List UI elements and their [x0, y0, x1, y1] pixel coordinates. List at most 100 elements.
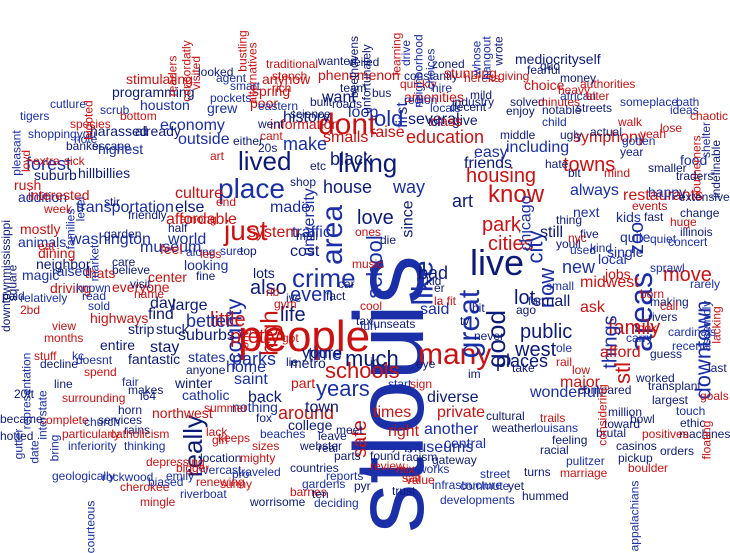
cloud-word-lacking: lacking [709, 305, 724, 344]
cloud-word-part: part [291, 375, 316, 391]
cloud-word-metro: metro [290, 355, 326, 371]
cloud-word-developments: developments [440, 493, 515, 507]
cloud-word-art: art [452, 191, 474, 211]
cloud-word-believe: believe [112, 263, 151, 277]
cloud-word-choice: choice [524, 77, 565, 93]
cloud-word-tax: tax [356, 314, 373, 328]
cloud-word-long: long [236, 328, 251, 351]
cloud-word-lose: lose [660, 121, 683, 135]
cloud-word-trying: trying [384, 439, 414, 453]
cloud-word-entire: entire [100, 337, 136, 353]
cloud-word-bigger: bigger [176, 461, 210, 475]
cloud-word-kc: kc [72, 349, 84, 363]
cloud-word-huge: huge [670, 215, 697, 229]
cloud-word-just: just [224, 215, 268, 246]
cloud-word-looked: looked [198, 65, 234, 79]
cloud-word-trails: trails [540, 411, 566, 425]
cloud-word-view: view [52, 319, 77, 333]
cloud-word-minutes: minutes [538, 95, 581, 109]
cloud-word-region: region [404, 93, 438, 107]
cloud-word-decent: decent [450, 100, 487, 114]
cloud-word-reports: reports [326, 469, 364, 483]
cloud-word-else: else [175, 199, 205, 216]
cloud-word-location: location [200, 451, 242, 465]
cloud-word-parts: parts [334, 449, 361, 463]
cloud-word-deciding: deciding [314, 496, 359, 510]
cloud-word-animals: animals [18, 234, 67, 250]
cloud-word-used: used [570, 243, 597, 257]
cloud-word-lots: lots [253, 265, 275, 281]
cloud-word-looking: looking [184, 257, 229, 273]
cloud-word-major: major [560, 374, 601, 391]
cloud-word-nyc: nyc [568, 231, 587, 245]
cloud-word-system: system [248, 224, 299, 241]
cloud-word-years: years [316, 376, 370, 401]
cloud-word-renewing: renewing [196, 475, 245, 489]
cloud-word-hillbillies: hillbillies [78, 165, 131, 181]
cloud-word-complete: complete [40, 413, 89, 427]
cloud-word-sizes: sizes [252, 439, 280, 453]
cloud-word-ten: ten [312, 487, 329, 501]
cloud-word-diverse: diverse [427, 389, 479, 406]
cloud-word-said: said [420, 301, 450, 318]
cloud-word-call: call [660, 299, 679, 313]
cloud-word-built: built [310, 95, 333, 109]
cloud-word-lived: lived [238, 146, 292, 176]
cloud-word-la-fit: la fit [434, 294, 457, 308]
cloud-word-toward: toward [604, 417, 641, 431]
cloud-word-washington: washington [70, 231, 151, 248]
cloud-word-trust: trust [392, 484, 416, 498]
cloud-word-small: small [533, 293, 571, 310]
cloud-word-time: time [308, 344, 343, 364]
cloud-word-saint: saint [234, 371, 268, 388]
cloud-word-affordable: affordable [166, 211, 237, 228]
cloud-word-catholicism: catholicism [110, 427, 170, 441]
cloud-word-quo: quo [540, 59, 561, 73]
cloud-word-bigoted: bigoted [81, 99, 96, 140]
cloud-word-public: public [520, 321, 573, 343]
cloud-word-fair: fair [122, 375, 139, 389]
cloud-word-always: always [570, 182, 619, 199]
cloud-word-smaller: smaller [648, 161, 687, 175]
cloud-word-escape: escape [92, 139, 131, 153]
cloud-word-local: local [598, 251, 627, 267]
cloud-word-grew: grew [207, 100, 238, 116]
cloud-word-spend: spend [84, 365, 117, 379]
cloud-word-ugly: ugly [560, 128, 583, 142]
cloud-word-marriage: marriage [560, 466, 608, 480]
cloud-word-turns: turns [524, 465, 551, 479]
cloud-word-half: half [168, 221, 188, 235]
cloud-word-meet: meet [336, 423, 363, 437]
cloud-word-notable: notable [542, 103, 582, 117]
cloud-word-20s: 20s [258, 141, 278, 155]
cloud-word-million: million [608, 405, 643, 419]
cloud-word-interstate: interstate [35, 389, 50, 440]
cloud-word-quiet: quiet [650, 232, 677, 246]
cloud-word-move: move [663, 264, 712, 286]
cloud-word-poor: poor [250, 95, 279, 111]
cloud-word-compared: compared [578, 383, 632, 397]
cloud-word-got: got [282, 331, 299, 345]
cloud-word-cant: cant [260, 129, 283, 143]
cloud-word-works: works [418, 462, 450, 476]
cloud-word-gutter: gutter [10, 428, 25, 459]
cloud-word-right: right [388, 423, 420, 440]
cloud-word-alter: alter [586, 89, 610, 103]
cloud-word-bring: bring [46, 434, 61, 461]
cloud-word-pro: pro [232, 467, 250, 481]
cloud-word-information: information [270, 116, 340, 132]
cloud-word-machines: machines [679, 427, 730, 441]
cloud-word-lie: lie [286, 355, 299, 369]
cloud-word-stimulating: stimulating [126, 71, 193, 87]
cloud-word-rich: rich [272, 81, 292, 95]
cloud-word-small: small [546, 279, 575, 293]
cloud-word-read: read [82, 289, 107, 303]
cloud-word-housing: housing [466, 165, 537, 187]
cloud-word-yeah: yeah [640, 127, 667, 141]
cloud-word-world: world [168, 231, 207, 248]
cloud-word-new: new [562, 257, 596, 277]
cloud-word-surrounding: surrounding [62, 391, 126, 405]
cloud-word-banks: banks [66, 139, 99, 153]
cloud-word-thinking: thinking [124, 439, 166, 453]
